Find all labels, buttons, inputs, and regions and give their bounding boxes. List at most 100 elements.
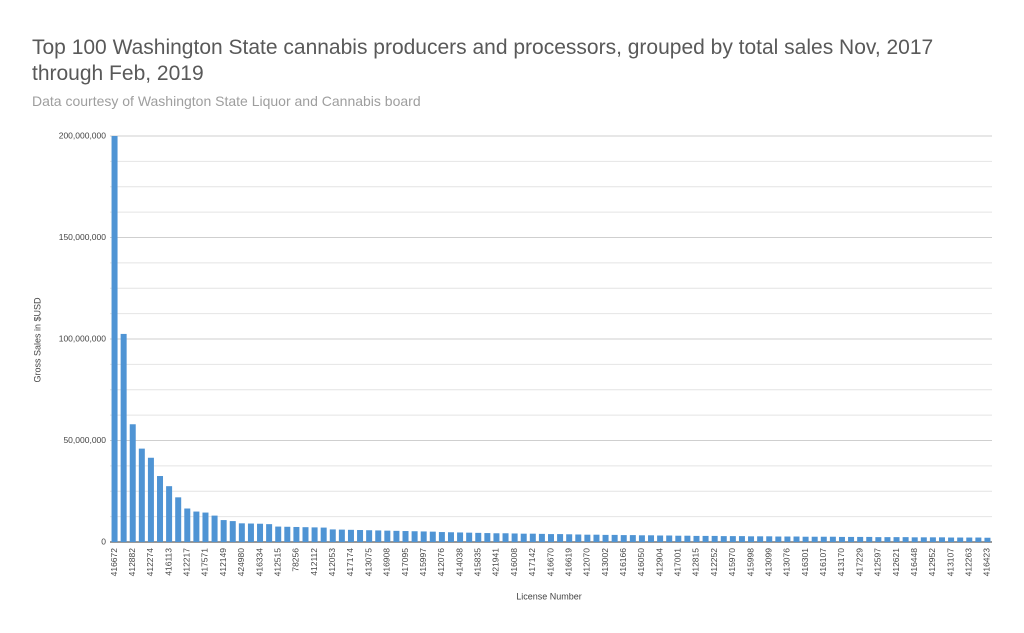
bar: [211, 515, 218, 542]
chart-title: through Feb, 2019: [32, 62, 204, 85]
x-axis-title: License Number: [516, 591, 582, 601]
bar: [657, 535, 664, 542]
x-tick-label: 412515: [272, 548, 282, 577]
bar: [757, 536, 764, 542]
x-tick-label: 413002: [600, 548, 610, 577]
bar: [302, 527, 309, 542]
bar: [893, 537, 900, 542]
bar: [411, 531, 418, 542]
bar: [648, 535, 655, 542]
bar: [157, 476, 164, 542]
x-tick-label: 412217: [182, 548, 192, 577]
x-tick-label: 416670: [545, 548, 555, 577]
x-tick-label: 78256: [291, 548, 301, 572]
bar: [711, 535, 718, 542]
x-tick-label: 417142: [527, 548, 537, 577]
x-tick-label: 412597: [873, 548, 883, 577]
y-tick-label: 200,000,000: [59, 130, 107, 140]
x-tick-label: 424980: [236, 548, 246, 577]
x-tick-label: 416908: [382, 548, 392, 577]
bar: [838, 536, 845, 542]
bar: [848, 536, 855, 542]
bar: [702, 535, 709, 542]
bar: [929, 537, 936, 542]
bar: [729, 536, 736, 542]
x-tick-label: 412815: [691, 548, 701, 577]
x-tick-label: 412904: [654, 548, 664, 577]
bar: [520, 533, 527, 542]
bar: [566, 534, 573, 542]
x-tick-label: 412076: [436, 548, 446, 577]
x-tick-label: 413107: [945, 548, 955, 577]
x-tick-label: 416423: [982, 548, 992, 577]
x-tick-label: 412112: [309, 548, 319, 576]
bar: [293, 526, 300, 542]
bar: [629, 535, 636, 542]
bar: [775, 536, 782, 542]
bar: [511, 533, 518, 542]
x-tick-label: 416448: [909, 548, 919, 577]
x-tick-label: 414038: [454, 548, 464, 577]
x-tick-label: 413076: [782, 548, 792, 577]
bar: [748, 536, 755, 542]
x-tick-label: 417229: [854, 548, 864, 577]
x-tick-label: 412882: [127, 548, 137, 577]
bar: [802, 536, 809, 542]
bar: [229, 521, 236, 542]
x-tick-label: 416166: [618, 548, 628, 577]
bar: [638, 535, 645, 542]
bar: [938, 537, 945, 542]
bar: [529, 533, 536, 542]
bar: [502, 533, 509, 542]
bar: [538, 533, 545, 542]
bar: [457, 532, 464, 542]
bar: [557, 534, 564, 542]
bar: [820, 536, 827, 542]
x-tick-label: 412263: [964, 548, 974, 577]
bar: [220, 520, 227, 542]
bar: [866, 536, 873, 542]
bar: [320, 527, 327, 542]
bar: [966, 537, 973, 542]
bar: [329, 529, 336, 542]
bar: [420, 531, 427, 542]
x-tick-label: 417095: [400, 548, 410, 577]
bar: [911, 537, 918, 542]
bar: [720, 536, 727, 542]
bar: [920, 537, 927, 542]
y-tick-label: 100,000,000: [59, 333, 107, 343]
bar: [902, 537, 909, 542]
x-tick-label: 421941: [491, 548, 501, 577]
x-tick-label: 416619: [563, 548, 573, 577]
bar: [166, 486, 173, 542]
bar: [957, 537, 964, 542]
bar: [829, 536, 836, 542]
bar: [975, 537, 982, 542]
bar: [675, 535, 682, 542]
x-tick-label: 412274: [145, 548, 155, 577]
x-tick-label: 417174: [345, 548, 355, 577]
bar: [447, 532, 454, 542]
x-tick-label: 415970: [727, 548, 737, 577]
x-tick-label: 416113: [163, 548, 173, 576]
bar: [311, 527, 318, 542]
bar: [402, 531, 409, 542]
bar: [684, 535, 691, 542]
bar: [948, 537, 955, 542]
bar: [766, 536, 773, 542]
bar: [811, 536, 818, 542]
bar: [338, 529, 345, 542]
x-tick-label: 413099: [763, 548, 773, 577]
x-tick-label: 417571: [200, 548, 210, 577]
x-tick-label: 416107: [818, 548, 828, 577]
bar: [147, 457, 154, 542]
chart-title: Top 100 Washington State cannabis produc…: [32, 36, 933, 59]
bar: [138, 448, 145, 542]
bar: [793, 536, 800, 542]
x-tick-label: 416008: [509, 548, 519, 577]
bar: [466, 532, 473, 542]
bar: [438, 532, 445, 542]
bar: [875, 537, 882, 542]
x-tick-label: 416050: [636, 548, 646, 577]
